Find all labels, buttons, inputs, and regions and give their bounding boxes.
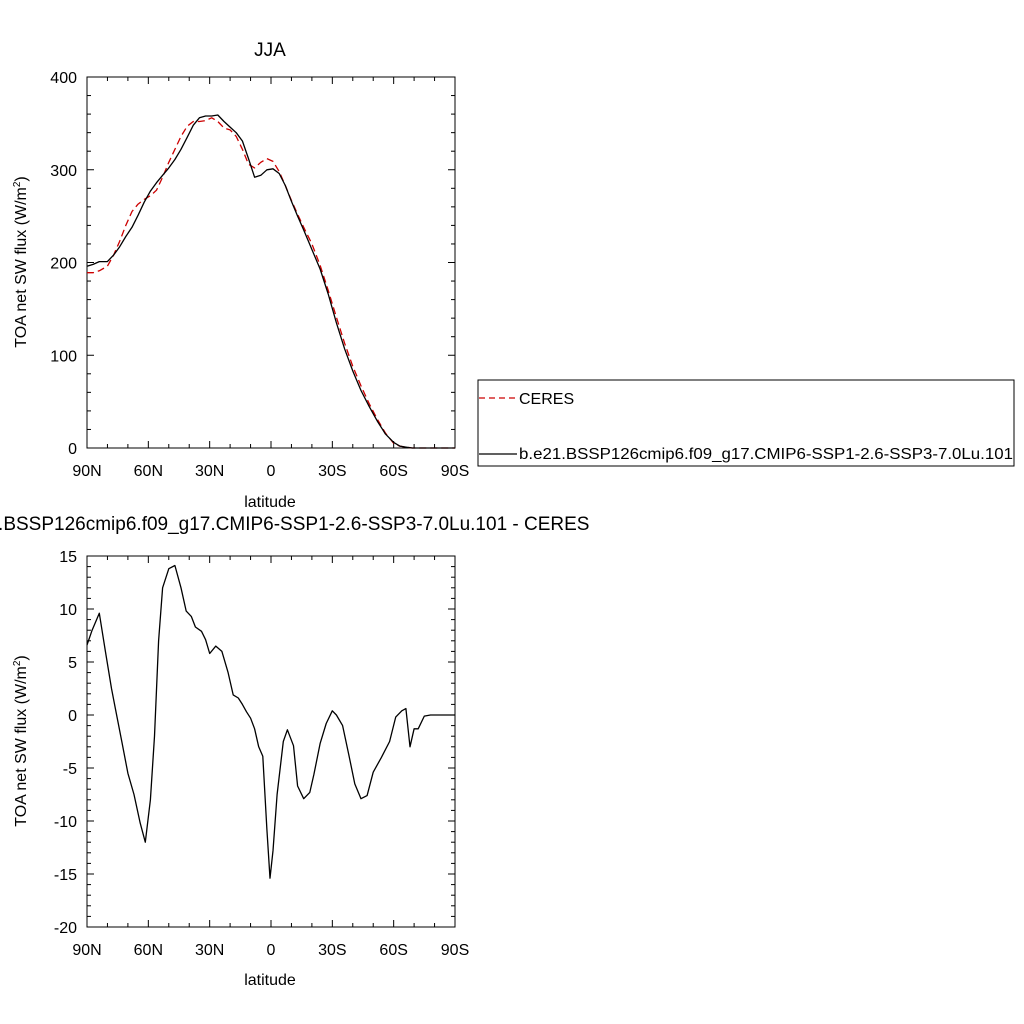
bottom-x-tick-label: 60S xyxy=(379,942,407,959)
bottom-y-tick-label: -15 xyxy=(54,867,77,884)
top-chart-gridless-frame xyxy=(86,76,456,449)
top-x-tick-label: 90N xyxy=(72,463,101,480)
top-y-tick-label: 300 xyxy=(50,163,77,180)
bottom-y-axis-label-close: ) xyxy=(13,655,30,660)
bottom-y-tick-label: 5 xyxy=(68,655,77,672)
bottom-y-tick-label: -20 xyxy=(54,920,77,937)
top-x-tick-label: 90S xyxy=(441,463,469,480)
bottom-x-tick-label: 0 xyxy=(267,942,276,959)
top-y-axis-label-main: TOA net SW flux (W/m xyxy=(13,187,30,348)
bottom-x-axis-label: latitude xyxy=(244,972,296,989)
top-series-line-1 xyxy=(86,114,455,449)
top-chart-title: JJA xyxy=(254,40,286,61)
top-x-tick-label: 30N xyxy=(195,463,224,480)
top-x-tick-label: 0 xyxy=(267,463,276,480)
bottom-y-axis-label-main: TOA net SW flux (W/m xyxy=(13,666,30,827)
top-x-axis-label: latitude xyxy=(244,494,296,511)
bottom-x-ticks: 90N 60N 30N 0 30S 60S 90S xyxy=(72,556,469,959)
bottom-x-tick-label: 90S xyxy=(441,942,469,959)
bottom-y-tick-label: 10 xyxy=(59,602,77,619)
top-x-ticks: 90N 60N 30N 0 30S 60S 90S xyxy=(72,77,469,480)
bottom-y-axis-label-sup: 2 xyxy=(12,660,23,666)
bottom-y-tick-label: 15 xyxy=(59,549,77,566)
bottom-y-tick-label: 0 xyxy=(68,708,77,725)
legend-box xyxy=(477,379,1015,467)
bottom-y-tick-label: -5 xyxy=(63,761,77,778)
top-plot-frame xyxy=(86,76,456,449)
bottom-x-tick-label: 30N xyxy=(195,942,224,959)
bottom-x-tick-label: 90N xyxy=(72,942,101,959)
top-y-axis-label-close: ) xyxy=(13,176,30,181)
top-y-tick-label: 100 xyxy=(50,348,77,365)
top-chart: JJA 90N 60N 30N 0 30S 60S 90S 0 100 200 300 400 la… xyxy=(12,40,469,511)
top-y-axis-label-sup: 2 xyxy=(12,181,23,187)
bottom-x-tick-label: 30S xyxy=(318,942,346,959)
top-y-tick-label: 200 xyxy=(50,256,77,273)
top-x-tick-label: 60S xyxy=(379,463,407,480)
bottom-series-lines xyxy=(86,564,455,879)
top-series-lines xyxy=(86,114,455,449)
top-y-tick-label: 0 xyxy=(68,441,77,458)
bottom-series-line-0 xyxy=(86,564,455,879)
top-y-ticks: 0 100 200 300 400 xyxy=(50,70,455,458)
top-y-axis-label: TOA net SW flux (W/m2) xyxy=(12,176,30,348)
legend: CERES b.e21.BSSP126cmip6.f09_g17.CMIP6-S… xyxy=(477,379,1015,467)
bottom-y-ticks: -20 -15 -10 -5 0 5 10 15 xyxy=(54,549,455,937)
top-y-tick-label: 400 xyxy=(50,70,77,87)
bottom-y-tick-label: -10 xyxy=(54,814,77,831)
bottom-y-axis-label: TOA net SW flux (W/m2) xyxy=(12,655,30,827)
bottom-x-tick-label: 60N xyxy=(134,942,163,959)
top-x-tick-label: 60N xyxy=(134,463,163,480)
legend-label-ceres: CERES xyxy=(519,391,574,408)
bottom-chart: b.e21.BSSP126cmip6.f09_g17.CMIP6-SSP1-2.… xyxy=(0,514,589,989)
top-series-line-0 xyxy=(87,117,455,449)
top-x-tick-label: 30S xyxy=(318,463,346,480)
legend-label-model: b.e21.BSSP126cmip6.f09_g17.CMIP6-SSP1-2.… xyxy=(519,446,1013,463)
bottom-chart-title: b.e21.BSSP126cmip6.f09_g17.CMIP6-SSP1-2.… xyxy=(0,514,589,535)
